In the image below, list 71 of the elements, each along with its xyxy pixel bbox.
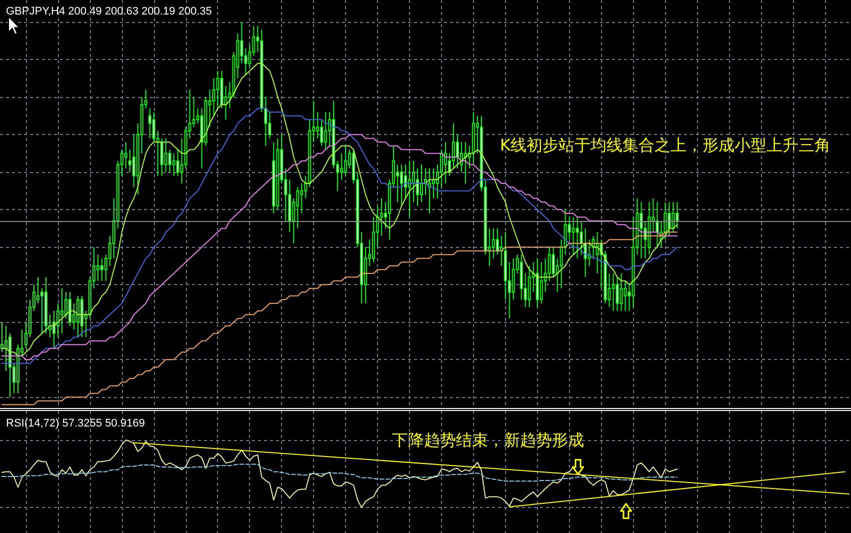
candlestick bbox=[616, 276, 619, 312]
candlestick bbox=[168, 149, 172, 173]
candlestick bbox=[176, 149, 180, 176]
candlestick bbox=[56, 302, 60, 338]
candlestick bbox=[432, 168, 435, 199]
candlestick bbox=[664, 202, 667, 240]
candlestick bbox=[492, 228, 495, 259]
candlestick bbox=[268, 112, 272, 139]
chart-title: RSI(14,72) 57.3255 50.9169 bbox=[6, 418, 145, 430]
candlestick bbox=[76, 295, 80, 338]
candlestick bbox=[132, 134, 136, 188]
candlestick bbox=[304, 175, 308, 199]
candlestick bbox=[96, 254, 100, 282]
candlestick bbox=[444, 142, 447, 184]
candlestick bbox=[40, 288, 44, 334]
candlestick bbox=[512, 258, 515, 300]
candlestick bbox=[100, 258, 104, 282]
candlestick bbox=[496, 228, 499, 256]
candlestick bbox=[452, 122, 455, 169]
candlestick bbox=[640, 202, 643, 259]
candlestick bbox=[192, 96, 196, 128]
candlestick bbox=[416, 168, 420, 206]
candlestick bbox=[540, 262, 543, 304]
candlestick bbox=[172, 152, 176, 176]
candlestick bbox=[316, 112, 320, 139]
candlestick bbox=[612, 272, 615, 312]
candlestick bbox=[552, 246, 555, 278]
candlestick bbox=[300, 182, 304, 214]
candlestick bbox=[240, 22, 244, 64]
candlestick bbox=[216, 70, 220, 109]
candlestick bbox=[0, 322, 4, 353]
candlestick bbox=[572, 216, 575, 256]
candlestick bbox=[324, 112, 328, 150]
candlestick bbox=[64, 292, 68, 319]
candlestick bbox=[264, 96, 268, 146]
candlestick bbox=[344, 145, 348, 176]
candlestick bbox=[152, 112, 156, 143]
candlestick bbox=[440, 149, 443, 188]
candlestick bbox=[412, 160, 416, 203]
candlestick bbox=[676, 202, 679, 229]
candlestick bbox=[380, 198, 384, 236]
candlestick bbox=[148, 108, 152, 139]
candlestick bbox=[164, 138, 168, 173]
candlestick bbox=[72, 302, 76, 330]
candlestick bbox=[160, 138, 164, 176]
candlestick bbox=[36, 276, 40, 304]
candlestick bbox=[52, 310, 56, 349]
candlestick bbox=[128, 149, 132, 173]
candlestick bbox=[60, 288, 64, 334]
candlestick bbox=[340, 152, 344, 180]
candlestick bbox=[400, 164, 404, 206]
candlestick bbox=[296, 186, 300, 229]
candlestick bbox=[124, 142, 128, 169]
candlestick bbox=[404, 164, 408, 199]
candlestick bbox=[668, 202, 671, 236]
candlestick bbox=[420, 164, 424, 203]
candlestick bbox=[4, 325, 8, 372]
candlestick bbox=[580, 220, 583, 256]
candlestick bbox=[396, 164, 400, 203]
candlestick bbox=[456, 134, 459, 169]
candlestick bbox=[528, 265, 531, 308]
candlestick bbox=[68, 292, 72, 326]
candlestick bbox=[620, 272, 623, 312]
candlestick bbox=[576, 216, 579, 259]
candlestick bbox=[408, 160, 412, 218]
candlestick bbox=[320, 119, 324, 146]
chart-title: GBPJPY,H4 200.49 200.63 200.19 200.35 bbox=[6, 6, 212, 18]
candlestick bbox=[624, 280, 627, 312]
candlestick bbox=[564, 209, 567, 256]
candlestick bbox=[560, 239, 563, 289]
candlestick bbox=[548, 246, 551, 282]
